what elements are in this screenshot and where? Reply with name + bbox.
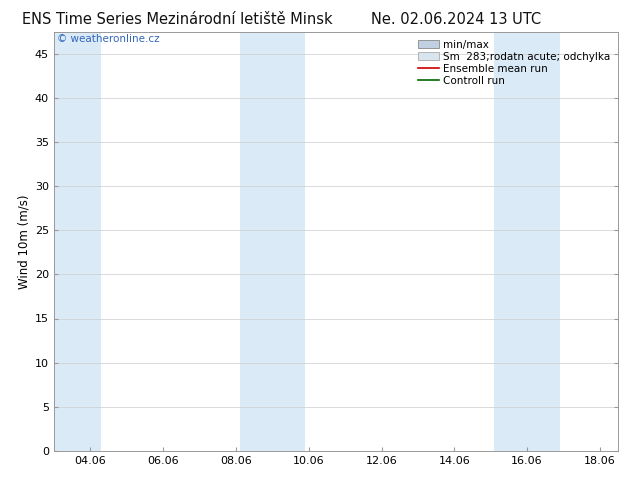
- Legend: min/max, Sm  283;rodatn acute; odchylka, Ensemble mean run, Controll run: min/max, Sm 283;rodatn acute; odchylka, …: [416, 37, 612, 88]
- Text: Ne. 02.06.2024 13 UTC: Ne. 02.06.2024 13 UTC: [372, 12, 541, 27]
- Text: ENS Time Series Mezinárodní letiště Minsk: ENS Time Series Mezinárodní letiště Mins…: [22, 12, 333, 27]
- Bar: [495, 32, 560, 451]
- Text: © weatheronline.cz: © weatheronline.cz: [56, 34, 159, 44]
- Bar: [54, 32, 101, 451]
- Y-axis label: Wind 10m (m/s): Wind 10m (m/s): [18, 194, 30, 289]
- Bar: [240, 32, 305, 451]
